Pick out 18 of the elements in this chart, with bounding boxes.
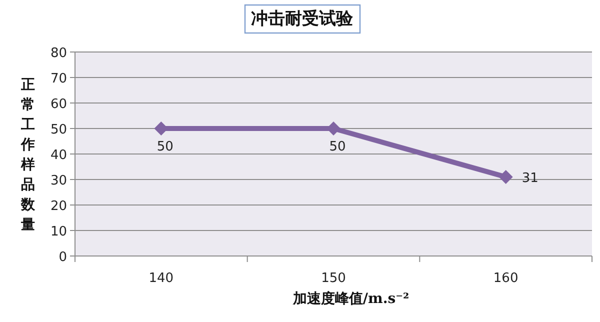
data-label: 50 (329, 140, 346, 154)
x-tick-label: 160 (493, 271, 518, 286)
data-label: 31 (522, 170, 538, 186)
x-tick-label: 150 (321, 271, 346, 286)
y-tick-label: 50 (50, 122, 67, 138)
y-axis-title: 正常工作样品数量 (20, 77, 36, 233)
data-label: 50 (156, 140, 174, 154)
y-tick-label: 40 (50, 148, 67, 163)
x-axis-title: 加速度峰值/m.s⁻² (292, 290, 410, 307)
y-tick-label: 80 (50, 46, 67, 61)
y-tick-label: 20 (50, 199, 67, 214)
y-tick-label: 60 (50, 97, 67, 112)
y-tick-label: 30 (50, 174, 67, 188)
x-tick-label: 140 (148, 271, 174, 286)
y-tick-label: 70 (50, 72, 67, 86)
chart-title: 冲击耐受试验 (251, 9, 354, 29)
y-tick-label: 10 (50, 224, 67, 240)
y-tick-label: 0 (58, 250, 67, 265)
